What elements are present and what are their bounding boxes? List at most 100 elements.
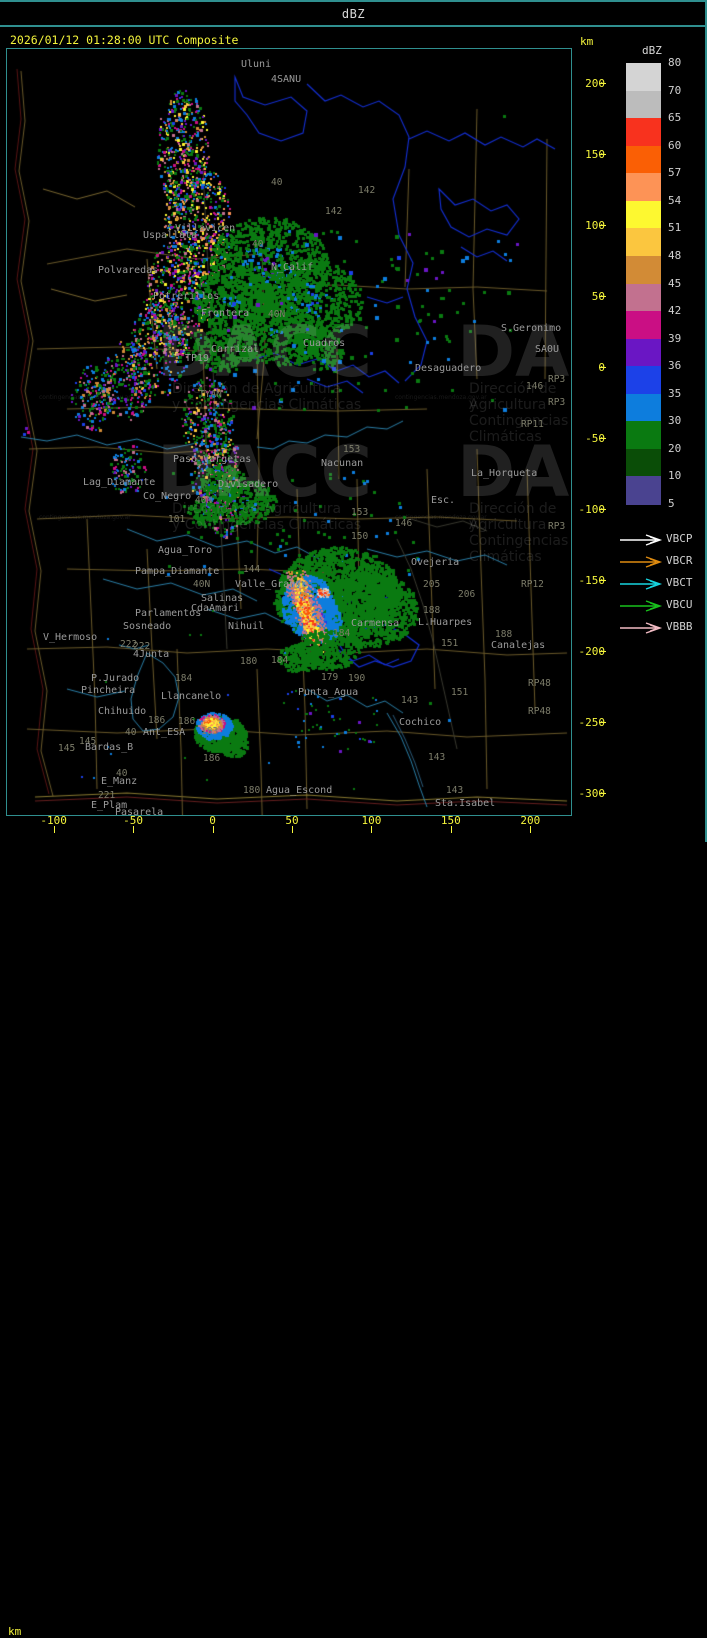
y-axis-tick-mark — [599, 83, 606, 85]
colorbar-segment — [626, 63, 661, 92]
y-axis-tick-label: -100 — [578, 503, 606, 517]
map-route-number: 153 — [343, 444, 361, 455]
y-axis-tick-label: 200 — [585, 77, 605, 91]
map-place-label: Cuadros — [303, 338, 346, 349]
map-route-number: 186 — [178, 716, 196, 727]
map-place-label: Co_Negro — [143, 491, 192, 502]
map-route-number: 146 — [395, 518, 413, 529]
radar-site-label: VBCT — [666, 576, 693, 589]
radar-map-frame[interactable]: DACC DACC DACC DACC Dirección de Agricul… — [6, 48, 572, 816]
x-axis-tick-label: 200 — [520, 814, 541, 827]
colorbar-segment — [626, 173, 661, 202]
arrow-icon — [620, 578, 663, 590]
map-route-number: 40 — [116, 768, 128, 779]
map-place-label: Chihuido — [98, 706, 147, 717]
map-place-label: Carmensa — [351, 618, 400, 629]
map-place-label: Ovejeria — [411, 557, 460, 568]
plot-panel: 2026/01/12 01:28:00 UTC Composite km DAC… — [2, 29, 606, 816]
radar-site-legend-item: VBCR — [618, 551, 707, 573]
colorbar-segment — [626, 421, 661, 450]
map-place-label: Divisadero — [218, 479, 279, 490]
colorbar-gradient[interactable]: 80 70 65 60 57 54 51 48 45 42 39 36 35 30 20 10 5 — [626, 56, 681, 510]
map-route-number: 151 — [441, 638, 459, 649]
map-route-number: 144 — [243, 564, 261, 575]
colorbar-tick-label: 60 — [668, 138, 682, 152]
map-place-label: Sosneado — [123, 621, 172, 632]
colorbar-tick-label: 10 — [668, 469, 682, 483]
map-place-label: Esc. — [431, 495, 456, 506]
map-place-label: Agua_Toro — [158, 545, 213, 556]
radar-site-legend-item: VBCP — [618, 529, 707, 551]
map-place-label: Potrerillos — [153, 291, 220, 302]
y-axis-tick-mark — [599, 367, 606, 369]
map-place-label: Polvaredas — [98, 265, 159, 276]
map-place-label: Carrizal — [211, 344, 260, 355]
map-route-number: RP12 — [521, 579, 544, 590]
map-route-number: 179 — [321, 672, 339, 683]
radar-site-legend-item: VBCT — [618, 573, 707, 595]
map-place-label: Canalejas — [491, 640, 546, 651]
y-axis-tick-mark — [599, 154, 606, 156]
map-route-number: 221 — [98, 790, 116, 801]
map-place-label: Llancanelo — [161, 691, 222, 702]
colorbar-title: dBZ — [642, 44, 662, 57]
map-route-number: 180 — [240, 656, 258, 667]
y-axis-tick-label: 150 — [585, 148, 605, 162]
map-route-number: 184 — [271, 655, 289, 666]
map-route-number: 205 — [423, 579, 441, 590]
map-route-number: 151 — [451, 687, 469, 698]
map-route-number: 143 — [446, 785, 464, 796]
map-place-label: Nacunan — [321, 458, 364, 469]
colorbar-tick-label: 42 — [668, 304, 682, 318]
y-axis-tick-label: -50 — [585, 432, 605, 446]
map-route-number: 40N — [268, 309, 286, 320]
colorbar-tick-label: 48 — [668, 248, 682, 262]
colorbar-tick-label: 54 — [668, 193, 682, 207]
map-route-number: RP48 — [528, 706, 551, 717]
x-axis-tick-label: 50 — [285, 814, 299, 827]
radar-site-legend: VBCP VBCR VBCT VBCU VBBB — [618, 529, 707, 639]
map-route-number: 222 — [120, 639, 138, 650]
x-axis: km -100 -50 0 50 100 150 200 — [0, 811, 604, 1638]
x-axis-tick-mark — [450, 826, 452, 833]
map-route-number: RP3 — [548, 374, 566, 385]
map-place-label: Villavicen — [175, 223, 236, 234]
map-place-label: Pincheira — [81, 685, 136, 696]
colorbar-tick-label: 39 — [668, 331, 682, 345]
y-axis-tick-label: 50 — [591, 290, 605, 304]
y-axis-tick-mark — [599, 225, 606, 227]
y-axis-tick-mark — [599, 650, 606, 652]
window-title-bar: dBZ — [0, 0, 707, 27]
colorbar-panel: dBZ 80 70 65 60 57 54 51 48 45 42 39 36 35 30 20 10 5 VB… — [610, 29, 705, 811]
map-route-number: 188 — [423, 605, 441, 616]
map-route-number: 190 — [348, 673, 366, 684]
x-axis-tick-mark — [371, 826, 373, 833]
map-place-label: TP19 — [185, 353, 210, 364]
map-place-label: P.Jurado — [91, 673, 140, 684]
map-route-number: 146 — [526, 381, 544, 392]
colorbar-segment — [626, 338, 661, 367]
map-route-number: TYAN — [199, 389, 222, 400]
radar-site-legend-item: VBBB — [618, 617, 707, 639]
map-place-label: Lag_Diamante — [83, 477, 156, 488]
x-axis-tick-label: 0 — [209, 814, 216, 827]
y-axis-tick-label: -250 — [578, 715, 606, 729]
radar-site-label: VBBB — [666, 620, 693, 633]
map-place-label: Nihuil — [228, 621, 265, 632]
x-axis-tick-label: -50 — [123, 814, 144, 827]
map-route-number: RP48 — [528, 678, 551, 689]
map-route-number: 184 — [333, 628, 351, 639]
map-place-label: Cochico — [399, 717, 442, 728]
map-place-label: V_Hermoso — [43, 632, 98, 643]
map-place-label: SA0U — [535, 344, 560, 355]
radar-reflectivity-map[interactable] — [7, 49, 571, 815]
map-route-number: RP11 — [521, 419, 544, 430]
map-place-label: Paso_Vargetas — [173, 454, 252, 465]
map-route-number: 40 — [252, 239, 264, 250]
map-route-number: 186 — [148, 715, 166, 726]
map-route-number: 40N — [193, 579, 211, 590]
colorbar-segment — [626, 476, 661, 505]
map-place-label: Punta_Agua — [298, 687, 359, 698]
colorbar-tick-label: 70 — [668, 83, 682, 97]
